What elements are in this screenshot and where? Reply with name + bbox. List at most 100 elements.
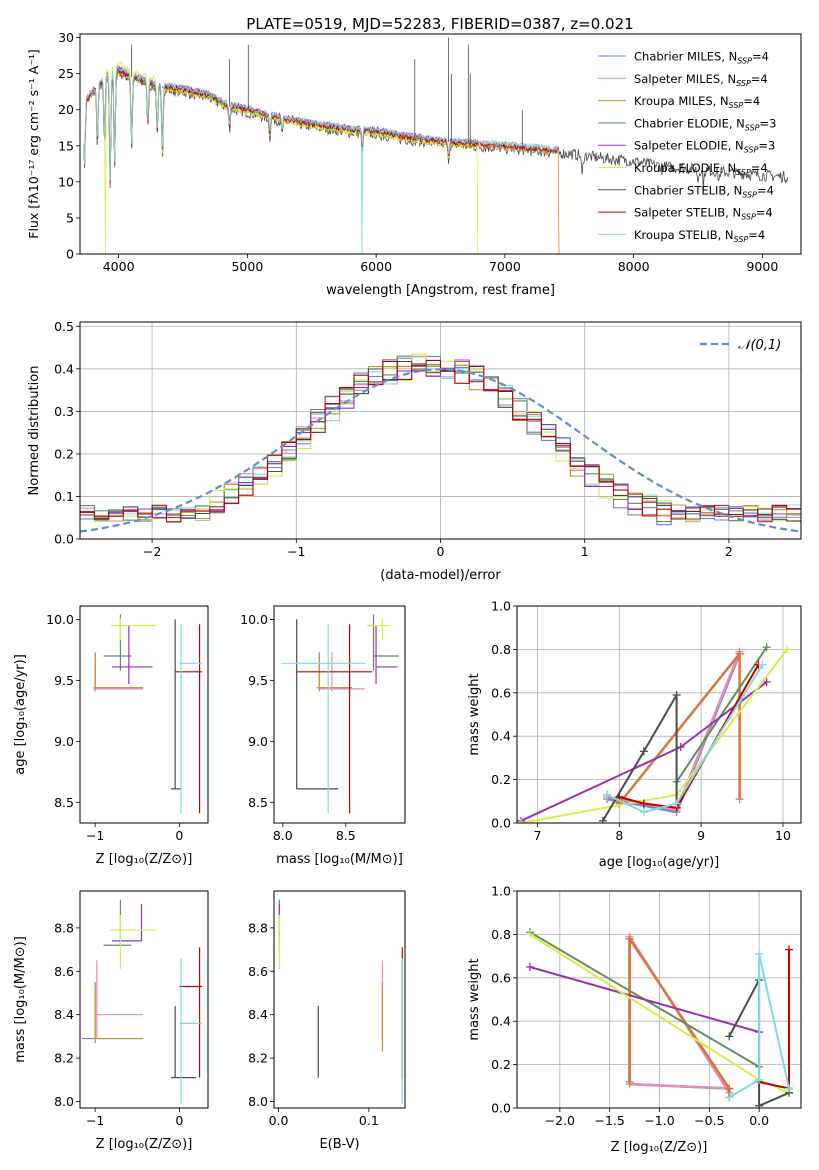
mass-weight-vs-age-marker-kroupa-miles <box>735 649 744 658</box>
mass-weight-vs-z-y-tick-label: 0.2 <box>491 1057 511 1072</box>
mass-weight-vs-age-x-tick-label: 7 <box>533 828 541 843</box>
mass-weight-vs-age-line-salpeter-miles <box>606 651 741 812</box>
age-vs-z-y-tick-label: 9.0 <box>54 734 74 749</box>
spectrum-legend-entry: Chabrier STELIB, NSSP=4 <box>634 183 774 199</box>
mass-vs-z-point-kroupa-stelib <box>179 958 203 1104</box>
spectrum-legend-entry: Chabrier ELODIE, NSSP=3 <box>634 116 776 132</box>
mass-weight-vs-age-x-tick-label: 8 <box>615 828 623 843</box>
mass-weight-vs-age-y-tick-label: 0.0 <box>491 816 511 831</box>
mass-weight-vs-z-x-axis-label: Z [log₁₀(Z/Z⊙)] <box>611 1140 708 1155</box>
spectrum-legend-entry: Kroupa ELODIE, NSSP=4 <box>634 161 768 177</box>
residual-histogram-x-tick-label: −1 <box>287 544 305 559</box>
mass-vs-z-x-tick-label: 0 <box>175 1113 183 1128</box>
spectrum-y-tick-label: 25 <box>58 66 74 81</box>
mass-vs-z-plot-area <box>81 899 203 1104</box>
spectrum-x-tick-label: 4000 <box>103 259 135 274</box>
mass-weight-vs-age-y-axis-label: mass weight <box>467 673 482 755</box>
mass-vs-ebv-x-tick-label: 0.1 <box>359 1113 379 1128</box>
mass-weight-vs-age-marker-kroupa-stelib <box>603 790 612 799</box>
mass-weight-vs-age-marker-kroupa-stelib <box>672 799 681 808</box>
mass-weight-vs-z-y-tick-label: 1.0 <box>491 884 511 899</box>
residual-histogram-x-tick-label: 0 <box>437 544 445 559</box>
mass-weight-vs-z-x-tick-label: −1.0 <box>644 1113 674 1128</box>
mass-weight-vs-age-y-tick-label: 0.6 <box>491 685 511 700</box>
age-vs-mass-point-salpeter-elodie <box>375 625 398 685</box>
mass-vs-z-point-salpeter-stelib <box>179 947 203 1078</box>
mass-weight-vs-z-marker-kroupa-miles <box>625 934 634 943</box>
mass-weight-vs-age-marker-kroupa-stelib <box>758 660 767 669</box>
spectrum-legend-entry: Kroupa MILES, NSSP=4 <box>634 94 760 110</box>
mass-weight-vs-age-x-tick-label: 10 <box>775 828 791 843</box>
age-vs-z-point-kroupa-stelib <box>179 624 203 814</box>
mass-vs-z-x-axis-label: Z [log₁₀(Z/Z⊙)] <box>96 1137 193 1152</box>
spectrum-legend-entry: Salpeter STELIB, NSSP=4 <box>634 206 773 222</box>
spectrum-plot-area <box>83 37 788 254</box>
age-vs-z-point-kroupa-miles <box>93 653 144 692</box>
mass-weight-vs-z-marker-chabrier-stelib <box>725 1032 734 1041</box>
mass-weight-vs-z-x-tick-label: 0.0 <box>749 1113 769 1128</box>
residual-histogram-y-tick-label: 0.4 <box>54 361 74 376</box>
age-vs-mass-point-kroupa-miles <box>316 653 353 692</box>
residual-histogram-plot-area <box>80 353 801 533</box>
mass-vs-z-point-kroupa-miles <box>93 982 144 1043</box>
histogram-step-salpeter-stelib <box>80 359 801 523</box>
spectrum-x-tick-label: 8000 <box>618 259 650 274</box>
mass-weight-vs-z-marker-kroupa-stelib <box>755 949 764 958</box>
age-vs-z-point-salpeter-elodie <box>112 625 153 685</box>
mass-weight-vs-age-marker-chabrier-elodie <box>762 643 771 652</box>
age-vs-mass-x-tick-label: 8.0 <box>273 828 293 843</box>
residual-histogram-y-tick-label: 0.3 <box>54 404 74 419</box>
mass-weight-vs-z-marker-kroupa-stelib <box>755 1075 764 1084</box>
age-vs-mass-frame <box>273 605 406 824</box>
mass-vs-z-point-salpeter-elodie <box>112 904 143 942</box>
age-vs-z-x-axis-label: Z [log₁₀(Z/Z⊙)] <box>96 852 193 867</box>
spectrum-legend-entry: Kroupa STELIB, NSSP=4 <box>634 228 765 244</box>
spectrum-y-axis-label: Flux [fλ10⁻¹⁷ erg cm⁻² s⁻¹ A⁻¹] <box>26 49 41 238</box>
spectrum-y-tick-label: 0 <box>66 247 74 262</box>
histogram-gaussian-curve <box>80 368 801 533</box>
mass-vs-ebv-y-tick-label: 8.2 <box>248 1051 268 1066</box>
mass-weight-vs-age-panel: 7 8 9 10 0.0 0.2 0.4 0.6 0.8 1.0 age [log₁₀(age/yr… <box>467 599 802 870</box>
mass-weight-vs-z-y-tick-label: 0.0 <box>491 1101 511 1116</box>
mass-vs-ebv-plot-area <box>278 899 403 1104</box>
spectrum-y-tick-label: 30 <box>58 30 74 45</box>
mass-vs-ebv-y-tick-label: 8.0 <box>248 1094 268 1109</box>
mass-vs-z-x-tick-label: −1 <box>86 1113 104 1128</box>
spectrum-y-tick-label: 10 <box>58 174 74 189</box>
mass-weight-vs-age-y-tick-label: 0.2 <box>491 772 511 787</box>
residual-histogram-x-tick-label: 1 <box>581 544 589 559</box>
residual-histogram-y-tick-label: 0.1 <box>54 489 74 504</box>
mass-vs-ebv-panel: 0.0 0.1 8.0 8.2 8.4 8.6 8.8 E(B-V) <box>248 890 406 1152</box>
age-vs-z-frame <box>79 605 209 824</box>
age-vs-mass-plot-area <box>281 614 399 814</box>
spectrum-legend-entry: Chabrier MILES, NSSP=4 <box>634 50 769 66</box>
spectrum-legend-entry: Salpeter ELODIE, NSSP=3 <box>634 139 775 155</box>
residual-histogram-panel: −2 −1 0 1 2 0.0 0.1 0.2 0.3 0.4 0.5 𝒩(0,1) (data-mod… <box>27 319 802 583</box>
spectrum-line-kroupa-stelib <box>83 66 560 254</box>
age-vs-z-y-tick-label: 10.0 <box>46 612 74 627</box>
mass-weight-vs-age-marker-salpeter-stelib <box>639 799 648 808</box>
histogram-y-axis-label: Normed distribution <box>27 366 42 496</box>
mass-weight-vs-age-line-chabrier-elodie <box>675 646 768 783</box>
mass-weight-vs-age-marker-kroupa-stelib <box>639 808 648 817</box>
mass-weight-vs-age-x-axis-label: age [log₁₀(age/yr)] <box>599 855 720 870</box>
mass-weight-vs-z-x-tick-label: −0.5 <box>694 1113 724 1128</box>
age-vs-mass-point-chabrier-stelib <box>296 619 339 790</box>
mass-vs-ebv-frame <box>273 890 406 1109</box>
age-vs-mass-x-axis-label: mass [log₁₀(M/M⊙)] <box>276 852 403 867</box>
mass-weight-vs-age-marker-chabrier-stelib <box>672 690 681 699</box>
age-vs-z-y-tick-label: 8.5 <box>54 795 74 810</box>
mass-vs-ebv-y-tick-label: 8.8 <box>248 920 268 935</box>
mass-weight-vs-z-marker-chabrier-stelib <box>755 1101 764 1108</box>
mass-weight-vs-z-marker-kroupa-miles <box>625 1077 634 1086</box>
mass-weight-vs-z-y-tick-label: 0.4 <box>491 1014 511 1029</box>
mass-weight-vs-z-y-axis-label: mass weight <box>467 958 482 1040</box>
mass-weight-vs-age-marker-kroupa-elodie <box>517 819 526 823</box>
spectrum-x-tick-label: 6000 <box>360 259 392 274</box>
mass-weight-vs-z-x-tick-label: −2.0 <box>545 1113 575 1128</box>
age-vs-mass-panel: 8.0 8.5 8.5 9.0 9.5 10.0 mass [log₁₀(M/M⊙)] <box>240 605 406 867</box>
mass-weight-vs-age-y-tick-label: 0.4 <box>491 729 511 744</box>
mass-weight-vs-z-marker-kroupa-miles <box>725 1084 734 1093</box>
spectrum-x-axis-label: wavelength [Angstrom, rest frame] <box>326 283 555 298</box>
